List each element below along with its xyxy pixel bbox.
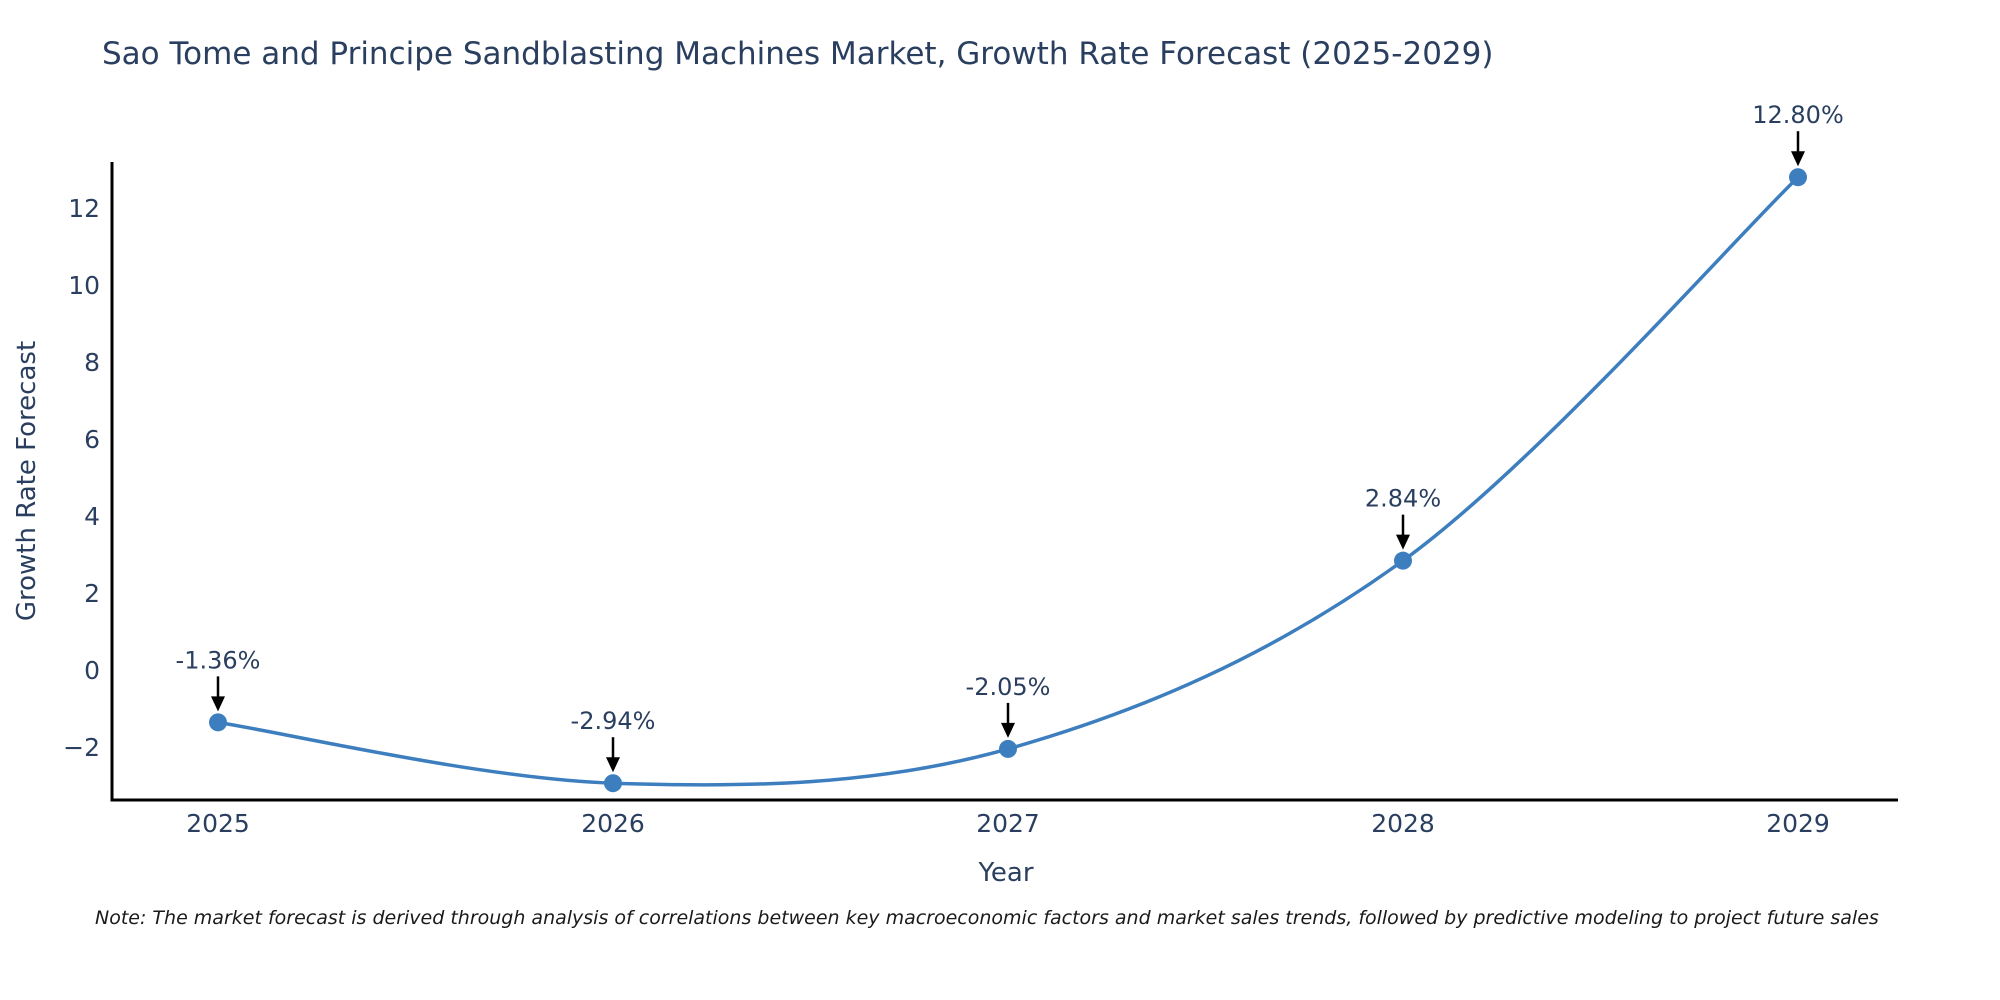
x-tick-label: 2027 (976, 809, 1040, 838)
annotation-arrow-head (211, 696, 225, 712)
data-point-marker[interactable] (999, 739, 1017, 758)
chart-title: Sao Tome and Principe Sandblasting Machi… (102, 36, 1494, 72)
annotation-arrow-head (1791, 151, 1805, 167)
data-point-marker[interactable] (1394, 551, 1412, 570)
data-point-label: 12.80% (1752, 101, 1844, 129)
x-tick-label: 2025 (186, 809, 250, 838)
y-tick-label: 12 (68, 194, 100, 223)
y-tick-label: 8 (84, 348, 100, 377)
data-point-label: -2.05% (966, 673, 1051, 701)
annotation-arrow-head (1001, 722, 1015, 738)
y-tick-label: 0 (84, 656, 100, 685)
data-point-marker[interactable] (604, 774, 622, 793)
annotation-arrow-head (1396, 534, 1410, 550)
footnote: Note: The market forecast is derived thr… (95, 907, 1879, 929)
x-tick-label: 2028 (1371, 809, 1435, 838)
x-tick-label: 2029 (1766, 809, 1830, 838)
data-point-label: -2.94% (571, 707, 656, 735)
y-tick-label: 4 (84, 502, 100, 531)
y-tick-label: 10 (68, 271, 100, 300)
data-point-label: -1.36% (176, 646, 261, 674)
forecast-line (216, 175, 1800, 787)
data-point-label: 2.84% (1365, 485, 1441, 513)
x-tick-label: 2026 (581, 809, 645, 838)
annotation-arrow-head (606, 757, 620, 773)
x-axis-title: Year (978, 858, 1034, 888)
y-tick-label: 2 (84, 579, 100, 608)
y-tick-label: −2 (63, 733, 100, 762)
data-point-marker[interactable] (209, 713, 227, 732)
data-point-marker[interactable] (1789, 168, 1807, 187)
y-tick-label: 6 (84, 425, 100, 454)
